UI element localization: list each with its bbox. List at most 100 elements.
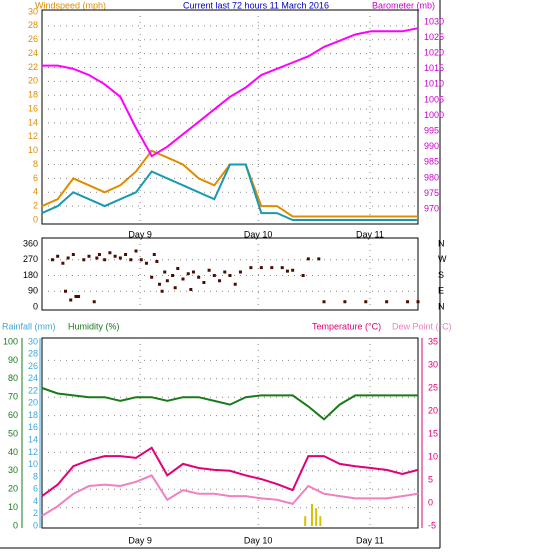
- rain-tick-label: 16: [28, 422, 38, 432]
- compass-label: N: [438, 238, 445, 248]
- compass-label: E: [438, 286, 444, 296]
- direction-point: [223, 270, 227, 274]
- direction-point: [165, 279, 169, 283]
- y-tick-label: 0: [33, 301, 38, 311]
- y-tick-label: 30: [28, 6, 38, 16]
- direction-point: [139, 258, 143, 262]
- y2-tick-label: 980: [424, 172, 439, 182]
- direction-point: [202, 281, 206, 284]
- y-tick-label: 0: [33, 214, 38, 224]
- y2-tick-label: 970: [424, 203, 439, 213]
- direction-point: [171, 274, 175, 277]
- y2-tick-label: 1005: [424, 94, 444, 104]
- y-tick-label: 90: [28, 286, 38, 296]
- y2-tick-label: 10: [428, 451, 438, 461]
- compass-label: S: [438, 270, 444, 280]
- series-line: [41, 474, 419, 517]
- chart-title: Current last 72 hours 11 March 2016: [183, 0, 329, 10]
- direction-point: [176, 267, 180, 270]
- y-tick-label: 20: [28, 76, 38, 86]
- direction-point: [317, 257, 321, 261]
- direction-point: [406, 300, 410, 304]
- direction-point: [173, 286, 177, 290]
- x-tick-label: Day 9: [128, 535, 152, 545]
- rain-tick-label: 24: [28, 373, 38, 383]
- direction-point: [291, 268, 295, 272]
- direction-point: [108, 251, 112, 255]
- y-tick-label: 28: [28, 20, 38, 30]
- y-tick-label: 30: [8, 465, 18, 475]
- direction-point: [113, 254, 117, 258]
- series-line: [41, 387, 418, 421]
- y-tick-label: 26: [28, 34, 38, 44]
- y2-tick-label: 1020: [424, 48, 444, 58]
- y2-tick-label: 20: [428, 405, 438, 415]
- y-tick-label: 0: [13, 520, 18, 530]
- direction-point: [249, 266, 253, 270]
- direction-point: [74, 295, 78, 298]
- direction-point: [92, 300, 96, 304]
- direction-point: [163, 270, 167, 274]
- y2-tick-label: 15: [428, 428, 438, 438]
- direction-point: [97, 253, 101, 256]
- y-tick-label: 16: [28, 103, 38, 113]
- y2-tick-label: 990: [424, 141, 439, 151]
- y2-tick-label: 35: [428, 336, 438, 346]
- y2-tick-label: 1015: [424, 63, 444, 73]
- x-tick-label: Day 11: [356, 535, 384, 545]
- direction-point: [238, 270, 242, 274]
- x-tick-label: Day 10: [244, 229, 273, 239]
- direction-point: [50, 258, 54, 262]
- y-tick-label: 70: [8, 392, 18, 402]
- rain-tick-label: 14: [28, 435, 38, 445]
- direction-point: [181, 277, 185, 281]
- direction-point: [285, 269, 289, 273]
- direction-point: [189, 288, 193, 291]
- y-tick-label: 22: [28, 62, 38, 72]
- rain-tick-label: 12: [28, 447, 38, 457]
- y-tick-label: 4: [33, 187, 38, 197]
- y-tick-label: 80: [8, 373, 18, 383]
- y2-tick-label: 985: [424, 157, 439, 167]
- y2-tick-label: 1010: [424, 79, 444, 89]
- plot-frame: [41, 337, 419, 529]
- dew-point-label: Dew Point (°C): [392, 321, 452, 331]
- direction-point: [207, 268, 211, 272]
- direction-point: [212, 274, 216, 277]
- direction-point: [416, 300, 420, 304]
- y-tick-label: 50: [8, 428, 18, 438]
- y2-tick-label: 0: [428, 497, 433, 507]
- y-tick-label: 10: [8, 502, 18, 512]
- series-line: [41, 446, 419, 497]
- rain-bar: [315, 508, 318, 526]
- y-tick-label: 10: [28, 145, 38, 155]
- direction-point: [306, 257, 310, 261]
- direction-point: [301, 274, 305, 277]
- direction-point: [56, 254, 60, 258]
- y-tick-label: 270: [23, 254, 38, 264]
- rain-tick-label: 10: [28, 459, 38, 469]
- direction-point: [103, 258, 107, 262]
- y-tick-label: 360: [23, 238, 38, 248]
- direction-point: [343, 300, 347, 304]
- rain-tick-label: 20: [28, 398, 38, 408]
- direction-point: [150, 275, 154, 279]
- y-tick-label: 18: [28, 90, 38, 100]
- direction-point: [197, 275, 201, 279]
- x-tick-label: Day 9: [128, 229, 152, 239]
- y2-tick-label: 30: [428, 359, 438, 369]
- y2-tick-label: 1000: [424, 110, 444, 120]
- direction-point: [218, 279, 222, 283]
- direction-point: [259, 266, 263, 270]
- rain-tick-label: 0: [33, 520, 38, 530]
- direction-point: [87, 254, 91, 258]
- humidity-label: Humidity (%): [68, 321, 120, 331]
- rain-bar: [319, 516, 322, 526]
- y2-tick-label: 975: [424, 188, 439, 198]
- direction-point: [82, 258, 86, 262]
- direction-point: [186, 272, 190, 276]
- direction-point: [66, 256, 70, 260]
- rain-tick-label: 6: [33, 484, 38, 494]
